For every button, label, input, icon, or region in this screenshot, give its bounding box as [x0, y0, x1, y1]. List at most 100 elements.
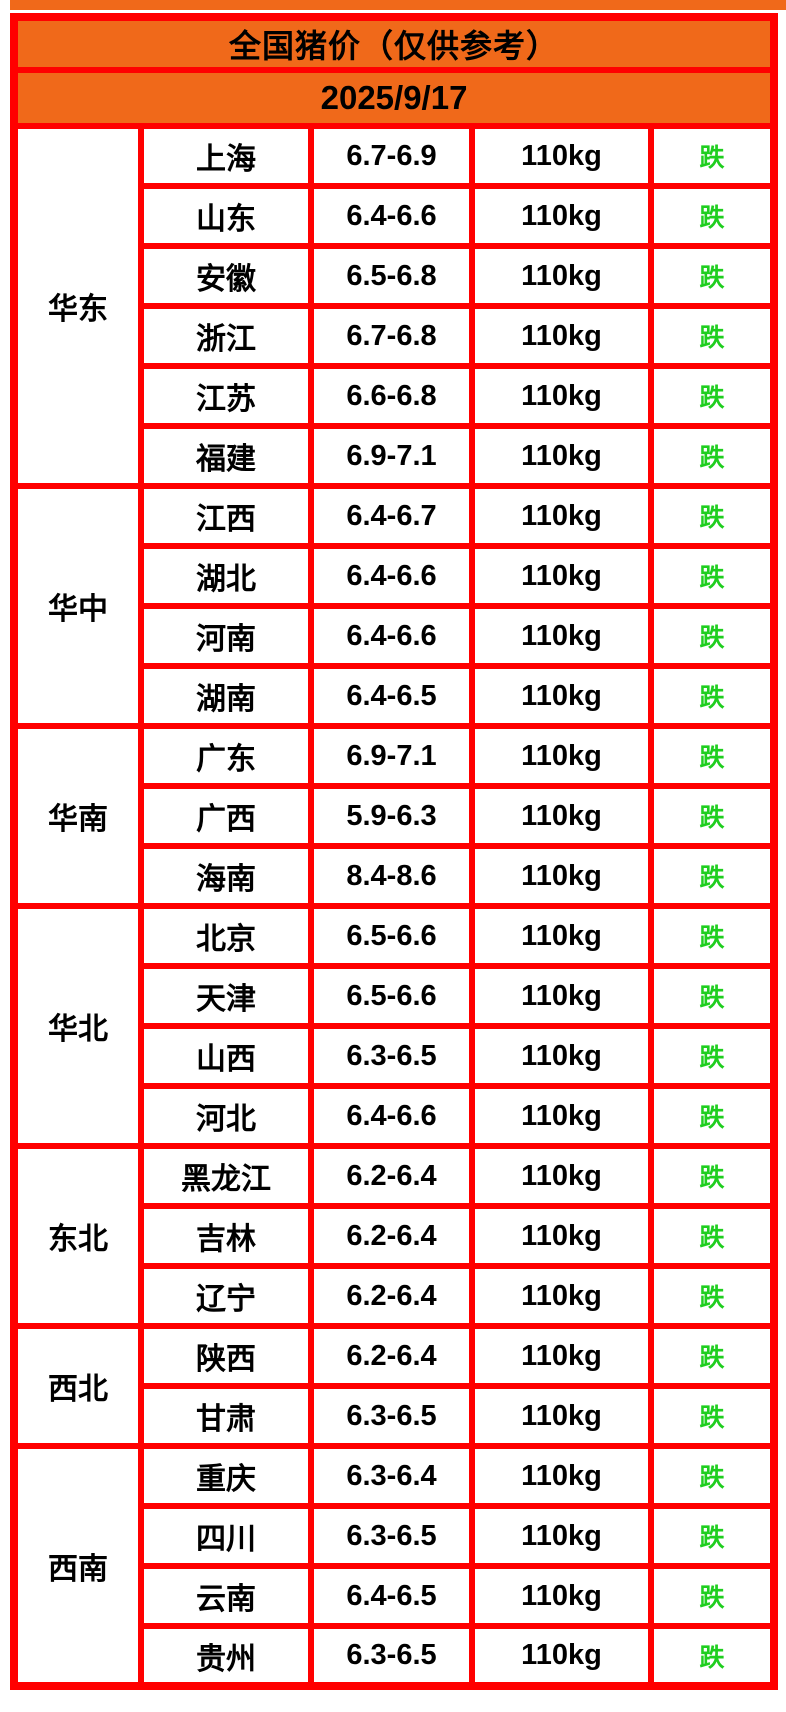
weight-cell: 110kg [469, 663, 654, 729]
region-cell: 华东 [11, 123, 144, 489]
weight-cell: 110kg [469, 1623, 654, 1689]
region-cell: 华北 [11, 903, 144, 1149]
table-row: 河南 6.4-6.6 110kg 跌 [14, 603, 778, 669]
province-cell: 安徽 [138, 243, 314, 309]
weight-cell: 110kg [469, 303, 654, 369]
price-cell: 6.4-6.6 [308, 603, 475, 669]
region-cell: 华南 [11, 723, 144, 909]
province-cell: 江苏 [138, 363, 314, 429]
weight-cell: 110kg [469, 423, 654, 489]
weight-cell: 110kg [469, 363, 654, 429]
table-row: 福建 6.9-7.1 110kg 跌 [14, 423, 778, 489]
table-row: 广西 5.9-6.3 110kg 跌 [14, 783, 778, 849]
weight-cell: 110kg [469, 1323, 654, 1389]
table-row: 华东 上海 6.7-6.9 110kg 跌 [11, 123, 778, 489]
province-cell: 重庆 [138, 1443, 314, 1509]
province-cell: 湖南 [138, 663, 314, 729]
province-cell: 辽宁 [138, 1263, 314, 1329]
price-cell: 6.5-6.8 [308, 243, 475, 309]
table-row: 山西 6.3-6.5 110kg 跌 [14, 1023, 778, 1089]
top-banner-strip [10, 0, 786, 10]
status-cell: 跌 [647, 1263, 778, 1329]
price-cell: 6.3-6.5 [308, 1383, 475, 1449]
province-cell: 湖北 [138, 543, 314, 609]
status-cell: 跌 [647, 1203, 778, 1269]
price-cell: 6.4-6.6 [308, 183, 475, 249]
status-cell: 跌 [647, 1443, 778, 1509]
province-cell: 北京 [138, 903, 314, 969]
table-row: 云南 6.4-6.5 110kg 跌 [14, 1563, 778, 1629]
price-cell: 6.2-6.4 [308, 1263, 475, 1329]
weight-cell: 110kg [469, 723, 654, 789]
table-row: 天津 6.5-6.6 110kg 跌 [14, 963, 778, 1029]
table-row: 东北 黑龙江 6.2-6.4 110kg 跌 [11, 1143, 778, 1329]
status-cell: 跌 [647, 483, 778, 549]
province-cell: 山西 [138, 1023, 314, 1089]
date-label: 2025/9/17 [10, 67, 778, 129]
status-cell: 跌 [647, 1023, 778, 1089]
price-cell: 6.6-6.8 [308, 363, 475, 429]
province-cell: 吉林 [138, 1203, 314, 1269]
weight-cell: 110kg [469, 183, 654, 249]
price-cell: 6.9-7.1 [308, 723, 475, 789]
table-row: 华南 广东 6.9-7.1 110kg 跌 [11, 723, 778, 909]
table-row: 湖南 6.4-6.5 110kg 跌 [14, 663, 778, 729]
status-cell: 跌 [647, 363, 778, 429]
price-cell: 6.2-6.4 [308, 1323, 475, 1389]
status-cell: 跌 [647, 603, 778, 669]
table-row: 山东 6.4-6.6 110kg 跌 [14, 183, 778, 249]
province-cell: 海南 [138, 843, 314, 909]
province-cell: 河北 [138, 1083, 314, 1149]
province-cell: 甘肃 [138, 1383, 314, 1449]
price-cell: 6.7-6.8 [308, 303, 475, 369]
status-cell: 跌 [647, 903, 778, 969]
status-cell: 跌 [647, 783, 778, 849]
weight-cell: 110kg [469, 603, 654, 669]
weight-cell: 110kg [469, 1443, 654, 1509]
table-row: 吉林 6.2-6.4 110kg 跌 [14, 1203, 778, 1269]
page-title: 全国猪价（仅供参考） [10, 14, 778, 73]
weight-cell: 110kg [469, 843, 654, 909]
status-cell: 跌 [647, 303, 778, 369]
table-row: 贵州 6.3-6.5 110kg 跌 [14, 1623, 778, 1689]
province-cell: 广西 [138, 783, 314, 849]
pig-price-table: 全国猪价（仅供参考） 2025/9/17 华东 上海 6.7-6.9 110kg 跌山东… [10, 13, 779, 1690]
status-cell: 跌 [647, 1083, 778, 1149]
status-cell: 跌 [647, 423, 778, 489]
price-cell: 6.5-6.6 [308, 963, 475, 1029]
price-cell: 6.4-6.6 [308, 543, 475, 609]
price-cell: 6.3-6.5 [308, 1623, 475, 1689]
weight-cell: 110kg [469, 903, 654, 969]
table-row: 四川 6.3-6.5 110kg 跌 [14, 1503, 778, 1569]
price-cell: 6.3-6.5 [308, 1023, 475, 1089]
province-cell: 黑龙江 [138, 1143, 314, 1209]
table-row: 浙江 6.7-6.8 110kg 跌 [14, 303, 778, 369]
weight-cell: 110kg [469, 1203, 654, 1269]
weight-cell: 110kg [469, 123, 654, 189]
status-cell: 跌 [647, 183, 778, 249]
status-cell: 跌 [647, 243, 778, 309]
weight-cell: 110kg [469, 243, 654, 309]
province-cell: 贵州 [138, 1623, 314, 1689]
weight-cell: 110kg [469, 1143, 654, 1209]
province-cell: 江西 [138, 483, 314, 549]
status-cell: 跌 [647, 1563, 778, 1629]
status-cell: 跌 [647, 1143, 778, 1209]
price-cell: 6.4-6.7 [308, 483, 475, 549]
weight-cell: 110kg [469, 1023, 654, 1089]
table-row: 西南 重庆 6.3-6.4 110kg 跌 [11, 1443, 778, 1689]
status-cell: 跌 [647, 723, 778, 789]
province-cell: 广东 [138, 723, 314, 789]
region-cell: 西南 [11, 1443, 144, 1689]
price-cell: 8.4-8.6 [308, 843, 475, 909]
region-cell: 东北 [11, 1143, 144, 1329]
province-cell: 浙江 [138, 303, 314, 369]
status-cell: 跌 [647, 543, 778, 609]
table-row: 华北 北京 6.5-6.6 110kg 跌 [11, 903, 778, 1149]
table-row: 辽宁 6.2-6.4 110kg 跌 [14, 1263, 778, 1329]
title-row: 全国猪价（仅供参考） [10, 14, 778, 73]
weight-cell: 110kg [469, 543, 654, 609]
table-row: 海南 8.4-8.6 110kg 跌 [14, 843, 778, 909]
status-cell: 跌 [647, 1503, 778, 1569]
weight-cell: 110kg [469, 963, 654, 1029]
